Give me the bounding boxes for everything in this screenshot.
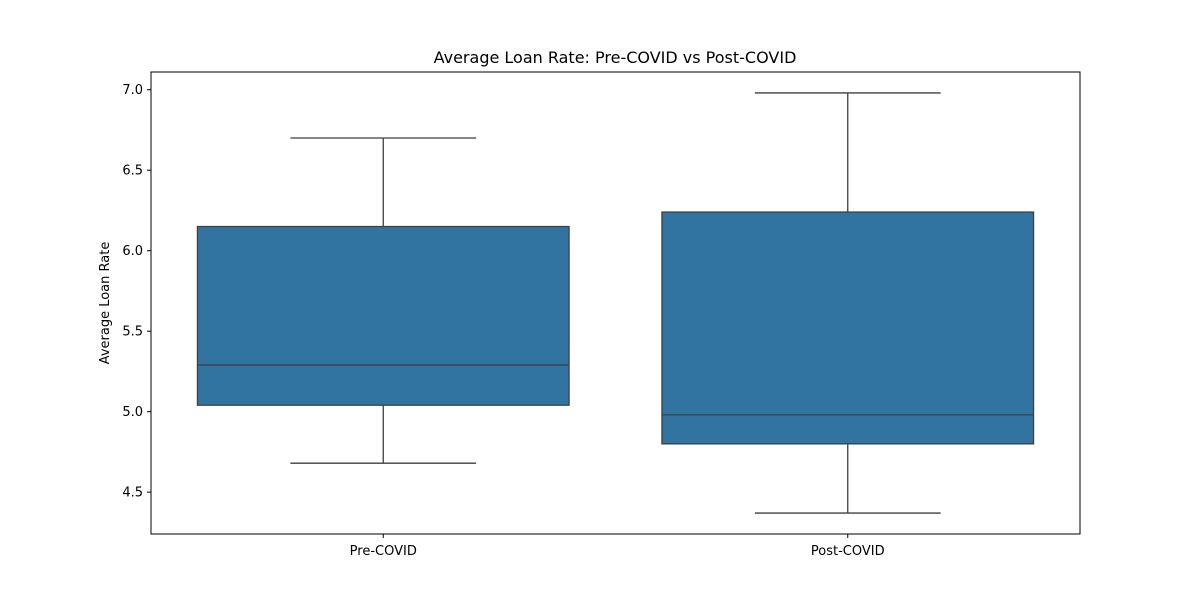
y-axis-label: Average Loan Rate — [98, 242, 113, 365]
y-tick-label: 4.5 — [122, 486, 143, 501]
box-pre-covid — [196, 225, 570, 406]
x-tick-label: Pre-COVID — [350, 544, 417, 559]
box-post-covid — [661, 211, 1035, 445]
chart-title: Average Loan Rate: Pre-COVID vs Post-COV… — [434, 48, 797, 67]
y-tick-label: 6.0 — [122, 244, 143, 259]
x-tick-label: Post-COVID — [811, 544, 885, 559]
y-tick-label: 5.5 — [122, 325, 143, 340]
y-tick-label: 6.5 — [122, 164, 143, 179]
plot-area: 4.5 5.0 5.5 6.0 6.5 7.0 Pre-COVID Post-COVID — [122, 71, 1081, 559]
y-tick-label: 7.0 — [122, 83, 143, 98]
y-tick-label: 5.0 — [122, 405, 143, 420]
plot-frame — [150, 71, 1081, 535]
